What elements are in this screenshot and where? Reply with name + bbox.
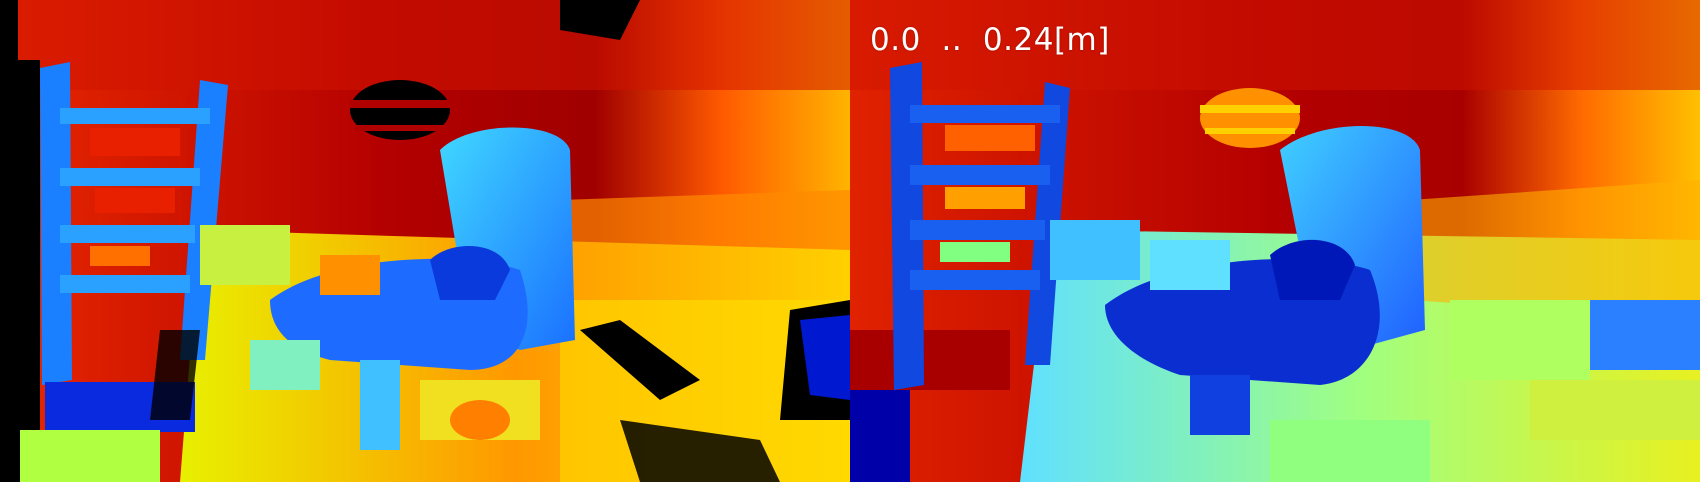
depth-range-label: 0.0 .. 0.24[m] <box>870 22 1110 58</box>
raw-depth-image <box>0 0 850 482</box>
filled-depth-map: 0.0 .. 0.24[m] <box>850 0 1700 482</box>
filled-depth-image <box>850 0 1700 482</box>
raw-depth-map <box>0 0 850 482</box>
